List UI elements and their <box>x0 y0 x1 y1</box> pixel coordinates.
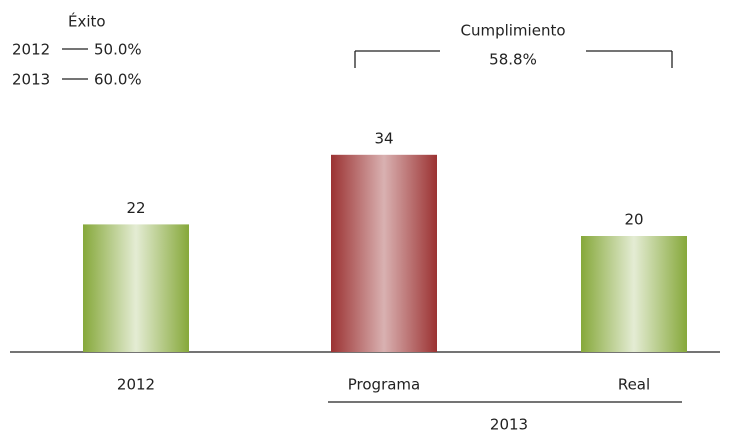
bar <box>83 224 189 352</box>
x-tick-label: 2012 <box>117 376 155 394</box>
exito-title: Éxito <box>68 12 106 31</box>
x-tick-label: Programa <box>348 376 420 394</box>
exito-value: 50.0% <box>94 41 142 59</box>
cumplimiento-title: Cumplimiento <box>460 22 565 40</box>
exito-year: 2012 <box>12 41 50 59</box>
x-tick-label: Real <box>618 376 650 394</box>
cumplimiento-value: 58.8% <box>489 51 537 69</box>
exito-year: 2013 <box>12 71 50 89</box>
data-label: 20 <box>624 211 643 229</box>
group-label: 2013 <box>490 416 528 434</box>
bar <box>331 154 437 352</box>
data-label: 34 <box>374 129 393 147</box>
exito-value: 60.0% <box>94 71 142 89</box>
data-label: 22 <box>126 199 145 217</box>
bar <box>581 236 687 352</box>
